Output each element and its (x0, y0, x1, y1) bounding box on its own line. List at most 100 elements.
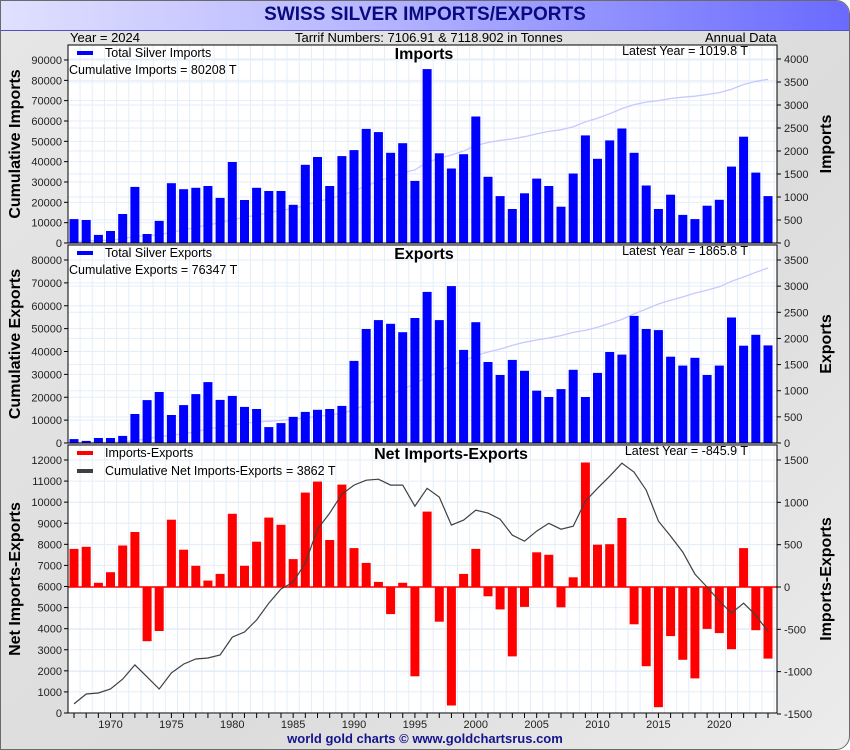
bar-imports-2019 (702, 205, 712, 243)
bar-imports-2017 (678, 214, 688, 243)
cumulative-annotation: Cumulative Exports = 76347 T (69, 263, 238, 277)
bar-net-2013 (629, 587, 639, 625)
year-label: Year = 2024 (70, 30, 141, 45)
bar-exports-2013 (629, 315, 639, 443)
bar-net-2004 (520, 587, 529, 607)
bar-net-2015 (653, 587, 663, 708)
axis-title-right: Exports (818, 314, 835, 374)
bar-exports-2022 (739, 345, 749, 443)
bar-net-1997 (434, 587, 444, 622)
tick-label-left: 80000 (31, 255, 62, 267)
bar-net-2011 (605, 544, 615, 587)
bar-imports-1999 (459, 154, 469, 243)
bar-imports-1968 (81, 220, 91, 243)
bar-net-1983 (264, 517, 274, 587)
legend-label-2: Cumulative Net Imports-Exports (105, 464, 282, 478)
bar-net-1971 (118, 545, 128, 587)
bar-net-2024 (763, 587, 773, 659)
bar-net-2008 (568, 577, 578, 587)
bar-imports-2008 (568, 173, 578, 243)
axis-title-right: Imports (818, 115, 835, 174)
bar-exports-2002 (495, 375, 505, 443)
chart-title: SWISS SILVER IMPORTS/EXPORTS (264, 4, 586, 25)
tick-label-left: 7000 (38, 560, 62, 572)
bar-net-2023 (751, 587, 761, 631)
bar-imports-2024 (763, 196, 773, 243)
latest-year-annotation: Latest Year = 1865.8 T (622, 244, 748, 258)
bar-exports-1967 (69, 439, 79, 443)
bar-net-1992 (373, 581, 383, 587)
tick-label-left: 4000 (38, 624, 62, 636)
tick-label-left: 8000 (38, 539, 62, 551)
bar-exports-1978 (203, 382, 213, 443)
bar-net-1984 (276, 524, 286, 587)
bar-imports-2015 (653, 209, 663, 243)
bar-imports-1967 (69, 219, 79, 243)
bar-imports-1995 (410, 180, 420, 243)
bar-net-2022 (739, 548, 749, 587)
bar-net-1985 (288, 559, 298, 587)
panel-title: Exports (394, 246, 454, 263)
bar-exports-1980 (227, 395, 237, 443)
tick-label-right: 500 (784, 215, 802, 227)
tick-label-left: 5000 (38, 603, 62, 615)
footer-credit: world gold charts © www.goldchartsrus.co… (287, 731, 563, 746)
legend-label: Imports-Exports (105, 446, 193, 460)
tick-label-left: 30000 (31, 177, 62, 189)
tick-label-left: 10000 (31, 497, 62, 509)
bar-net-2010 (593, 544, 602, 587)
bar-exports-2011 (605, 352, 615, 443)
bar-net-1973 (142, 587, 152, 642)
cumulative-annotation: = 3862 T (286, 464, 336, 478)
tick-label-left: 90000 (31, 55, 62, 67)
bar-exports-2000 (471, 322, 481, 443)
bar-net-1988 (325, 540, 335, 587)
tick-label-x: 2020 (707, 719, 731, 731)
axis-title-left: Net Imports-Exports (7, 502, 24, 656)
bar-net-1996 (422, 511, 432, 587)
bar-net-1968 (81, 546, 91, 587)
tick-label-left: 11000 (32, 476, 62, 488)
bar-imports-1988 (325, 186, 335, 243)
tick-label-right: -1500 (784, 709, 812, 721)
tick-label-x: 1980 (220, 719, 244, 731)
tick-label-right: 1500 (784, 360, 808, 372)
bar-exports-2008 (568, 369, 578, 443)
bar-imports-1977 (191, 187, 201, 243)
bar-exports-1985 (288, 416, 298, 443)
bar-net-2001 (483, 587, 493, 597)
tick-label-left: 12000 (31, 455, 62, 467)
bar-exports-1982 (252, 409, 262, 443)
bar-net-2000 (471, 548, 481, 587)
legend-label: Total Silver Imports (105, 46, 211, 60)
bar-net-1979 (215, 573, 225, 587)
tick-label-left: 3000 (38, 645, 62, 657)
bar-imports-1981 (240, 200, 249, 243)
bar-imports-1969 (93, 234, 103, 243)
bar-exports-1995 (410, 318, 420, 443)
tick-label-right: -500 (784, 624, 806, 636)
legend-swatch (77, 251, 93, 255)
legend-swatch (77, 451, 93, 455)
bar-net-1991 (361, 562, 371, 587)
bar-imports-2003 (507, 209, 517, 243)
bar-imports-1994 (398, 143, 408, 243)
bar-exports-1986 (300, 411, 310, 443)
bar-exports-2015 (653, 330, 663, 443)
bar-imports-2010 (593, 158, 602, 243)
bar-imports-1985 (288, 204, 298, 243)
bar-net-1980 (227, 513, 237, 587)
tick-label-right: 0 (784, 582, 790, 594)
tick-label-right: 1500 (784, 169, 808, 181)
bar-imports-2006 (544, 186, 554, 243)
bar-imports-2000 (471, 116, 481, 243)
bar-imports-1973 (142, 234, 152, 243)
bar-imports-1979 (215, 197, 225, 243)
tick-label-left: 9000 (38, 518, 62, 530)
axis-title-left: Cumulative Imports (7, 69, 24, 218)
bar-imports-1996 (422, 69, 432, 243)
bar-exports-1984 (276, 423, 286, 443)
bar-imports-1970 (106, 231, 115, 243)
bar-imports-2009 (580, 135, 590, 243)
tick-label-x: 2015 (646, 719, 670, 731)
